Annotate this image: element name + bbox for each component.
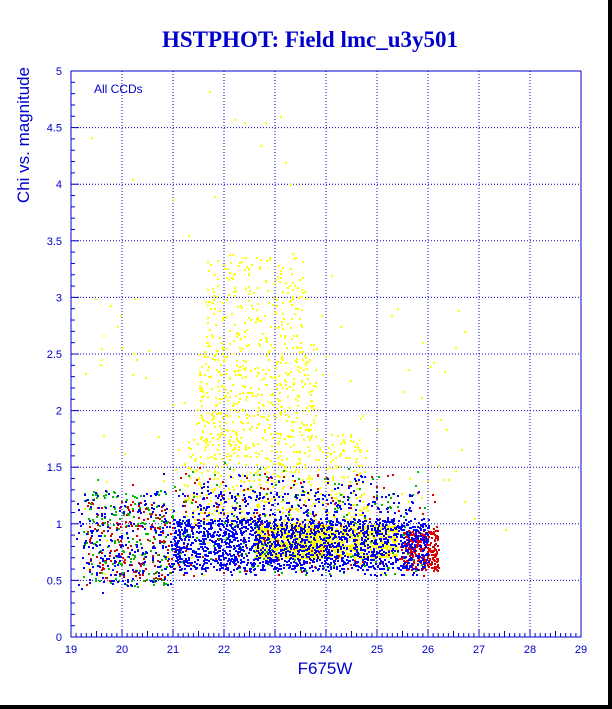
y-tick-label: 4: [56, 179, 62, 191]
y-tick-label: 2: [56, 406, 62, 418]
y-axis-ticks: 0 0.5 1 1.5 2 2.5 3 3.5 4 4.5 5: [47, 66, 79, 644]
scatter-points: [86, 467, 440, 586]
y-tick-label: 0.5: [47, 575, 62, 587]
x-tick-label: 20: [116, 644, 128, 656]
x-tick-label: 27: [473, 644, 485, 656]
chart-title: HSTPHOT: Field lmc_u3y501: [162, 27, 458, 52]
y-axis-label: Chi vs. magnitude: [14, 67, 33, 203]
x-tick-label: 28: [524, 644, 536, 656]
x-tick-label: 25: [371, 644, 383, 656]
all-ccds-annotation: All CCDs: [94, 82, 143, 96]
x-tick-label: 23: [269, 644, 281, 656]
y-tick-label: 4.5: [47, 123, 62, 135]
y-tick-label: 1: [56, 519, 62, 531]
x-tick-label: 19: [65, 644, 77, 656]
scatter-points: [84, 91, 507, 581]
data-points: [76, 91, 507, 594]
y-tick-label: 1.5: [47, 462, 62, 474]
x-tick-label: 29: [575, 644, 587, 656]
x-tick-label: 24: [320, 644, 332, 656]
y-tick-label: 3.5: [47, 236, 62, 248]
scatter-points: [76, 473, 430, 594]
x-tick-label: 26: [422, 644, 434, 656]
x-axis-ticks: 19 20 21 22 23 24 25 26 27 28 29: [65, 629, 587, 656]
x-axis-label: F675W: [298, 659, 353, 678]
x-tick-label: 22: [218, 644, 230, 656]
y-tick-label: 0: [56, 632, 62, 644]
y-tick-label: 5: [56, 66, 62, 78]
x-tick-label: 21: [167, 644, 179, 656]
y-tick-label: 3: [56, 292, 62, 304]
y-tick-label: 2.5: [47, 349, 62, 361]
